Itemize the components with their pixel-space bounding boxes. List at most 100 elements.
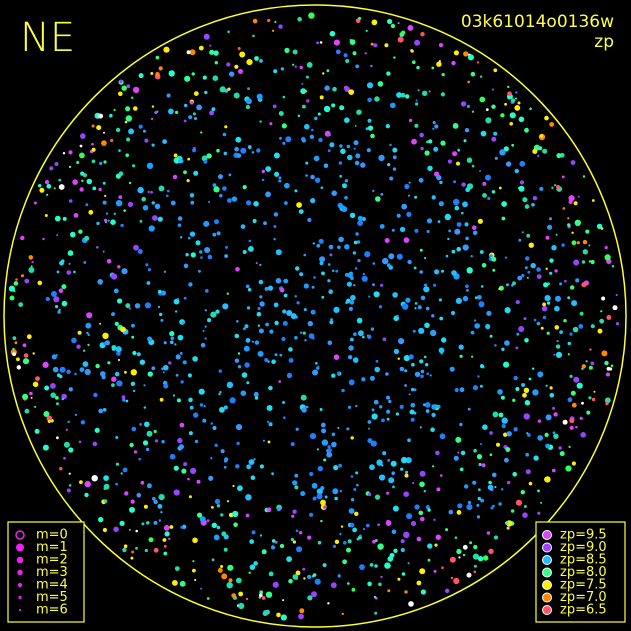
star	[141, 522, 145, 526]
star	[403, 355, 410, 362]
star	[12, 352, 16, 357]
star	[133, 244, 139, 251]
star	[63, 456, 66, 460]
star	[152, 497, 156, 501]
star	[226, 582, 233, 589]
star	[232, 484, 235, 488]
star	[259, 593, 263, 597]
star	[323, 505, 327, 509]
star	[204, 247, 211, 253]
star	[209, 49, 215, 55]
star	[256, 311, 262, 317]
star	[374, 564, 378, 568]
star	[453, 577, 460, 585]
star	[505, 521, 509, 525]
star	[569, 425, 574, 430]
star	[188, 397, 193, 403]
star	[128, 307, 131, 310]
star	[278, 179, 282, 183]
star	[321, 271, 325, 276]
star	[133, 450, 138, 454]
star	[199, 516, 206, 523]
star	[451, 249, 456, 254]
star	[528, 242, 534, 248]
star	[368, 427, 370, 430]
star	[392, 505, 399, 512]
star	[419, 270, 424, 274]
star	[576, 382, 583, 389]
star	[329, 253, 333, 257]
star	[172, 394, 176, 397]
star	[513, 427, 518, 432]
star	[279, 136, 282, 140]
star	[128, 528, 131, 531]
star	[315, 362, 318, 365]
star	[569, 374, 573, 378]
star	[211, 522, 217, 528]
star	[234, 64, 239, 69]
star	[478, 488, 481, 492]
star	[62, 152, 66, 155]
star	[426, 372, 430, 376]
star	[214, 443, 218, 447]
star	[526, 432, 529, 435]
star	[292, 574, 299, 580]
star	[525, 469, 531, 475]
star	[501, 488, 504, 491]
star	[578, 324, 584, 329]
star	[420, 516, 425, 522]
star	[555, 295, 561, 302]
star	[92, 186, 97, 191]
star	[309, 472, 314, 476]
star	[373, 291, 380, 298]
star	[117, 358, 121, 362]
star	[606, 372, 610, 377]
star	[563, 319, 567, 323]
star	[143, 384, 146, 387]
star	[404, 590, 408, 594]
star	[364, 251, 371, 258]
star	[393, 348, 399, 355]
star	[412, 60, 416, 64]
star	[438, 43, 444, 48]
star	[344, 196, 348, 200]
star	[43, 411, 50, 417]
legends: m=0m=1m=2m=3m=4m=5m=6zp=9.5zp=9.0zp=8.5z…	[15, 528, 607, 618]
star	[410, 417, 415, 422]
star	[386, 417, 390, 421]
star	[229, 397, 236, 404]
star	[311, 591, 317, 598]
star	[427, 165, 433, 171]
star	[341, 612, 344, 616]
star	[298, 613, 304, 620]
star	[188, 431, 193, 436]
star	[113, 108, 116, 112]
star	[166, 93, 171, 98]
star	[299, 272, 304, 277]
star	[129, 506, 135, 513]
star	[222, 132, 227, 137]
star	[564, 279, 567, 283]
star	[509, 112, 516, 119]
star	[316, 41, 319, 45]
star	[521, 273, 525, 278]
star	[354, 267, 358, 270]
star	[209, 44, 212, 47]
star	[481, 463, 486, 468]
star	[477, 218, 483, 224]
star	[472, 480, 477, 485]
star	[107, 361, 111, 365]
star	[590, 361, 595, 366]
star	[582, 249, 588, 255]
star	[84, 492, 89, 498]
star	[216, 231, 221, 236]
star	[168, 70, 175, 77]
star	[173, 298, 180, 305]
star	[340, 525, 344, 528]
star	[204, 289, 209, 293]
star	[344, 86, 350, 92]
star	[384, 562, 391, 569]
star	[414, 307, 417, 310]
star	[295, 529, 299, 533]
star	[333, 306, 340, 313]
